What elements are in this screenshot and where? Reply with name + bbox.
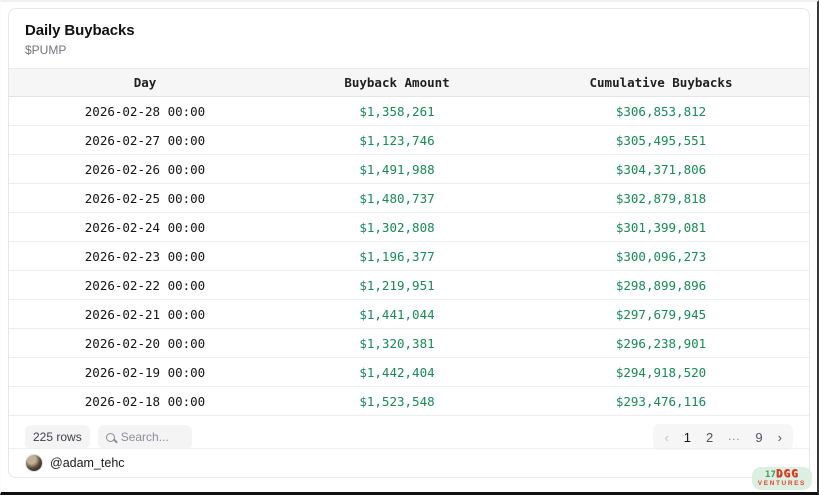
day-cell: 2026-02-21 00:00 [9, 299, 281, 329]
pagination-prev-button[interactable]: ‹ [664, 429, 669, 445]
watermark-brand: DGG [775, 466, 799, 480]
table-row: 2026-02-28 00:00 $1,358,261 $306,853,812 [9, 96, 809, 126]
search-icon [105, 432, 115, 442]
buyback-amount-cell: $1,358,261 [281, 96, 513, 126]
buyback-amount-cell: $1,523,548 [281, 386, 513, 416]
cumulative-buybacks-cell: $304,371,806 [513, 154, 809, 184]
pagination-page-9[interactable]: 9 [755, 429, 763, 445]
pagination-page-1[interactable]: 1 [683, 429, 692, 445]
token-subtitle: $PUMP [25, 43, 67, 57]
day-cell: 2026-02-19 00:00 [9, 357, 281, 387]
table-header-row: Day Buyback Amount Cumulative Buybacks [9, 68, 809, 97]
day-cell: 2026-02-22 00:00 [9, 270, 281, 300]
daily-buybacks-card: Daily Buybacks $PUMP Day Buyback Amount … [8, 8, 810, 478]
day-cell: 2026-02-27 00:00 [9, 125, 281, 155]
day-cell: 2026-02-28 00:00 [9, 96, 281, 126]
table-row: 2026-02-25 00:00 $1,480,737 $302,879,818 [9, 183, 809, 213]
day-cell: 2026-02-26 00:00 [9, 154, 281, 184]
day-cell: 2026-02-24 00:00 [9, 212, 281, 242]
pagination: ‹ 1 2 ... 9 › [653, 424, 793, 450]
buyback-amount-cell: $1,123,746 [281, 125, 513, 155]
pagination-page-2[interactable]: 2 [706, 429, 714, 445]
column-header-cumulative-buybacks: Cumulative Buybacks [513, 68, 809, 97]
watermark-brand-line: 17DGG [758, 466, 806, 480]
cumulative-buybacks-cell: $298,899,896 [513, 270, 809, 300]
author-avatar [25, 454, 43, 472]
cumulative-buybacks-cell: $294,918,520 [513, 357, 809, 387]
search-box[interactable] [97, 425, 192, 449]
card-header: Daily Buybacks $PUMP [9, 9, 809, 68]
day-cell: 2026-02-20 00:00 [9, 328, 281, 358]
table-row: 2026-02-21 00:00 $1,441,044 $297,679,945 [9, 299, 809, 329]
table-footer: 225 rows ‹ 1 2 ... 9 › [9, 416, 809, 457]
table-row: 2026-02-22 00:00 $1,219,951 $298,899,896 [9, 270, 809, 300]
pagination-next-button[interactable]: › [777, 429, 782, 445]
cumulative-buybacks-cell: $300,096,273 [513, 241, 809, 271]
page-title: Daily Buybacks [25, 22, 135, 39]
buyback-amount-cell: $1,320,381 [281, 328, 513, 358]
buyback-amount-cell: $1,442,404 [281, 357, 513, 387]
day-cell: 2026-02-18 00:00 [9, 386, 281, 416]
buybacks-table: Day Buyback Amount Cumulative Buybacks 2… [9, 68, 809, 416]
column-header-buyback-amount: Buyback Amount [281, 68, 513, 97]
table-row: 2026-02-20 00:00 $1,320,381 $296,238,901 [9, 328, 809, 358]
buyback-amount-cell: $1,302,808 [281, 212, 513, 242]
table-row: 2026-02-27 00:00 $1,123,746 $305,495,551 [9, 125, 809, 155]
table-row: 2026-02-24 00:00 $1,302,808 $301,399,081 [9, 212, 809, 242]
author-handle[interactable]: @adam_tehc [50, 456, 125, 470]
table-row: 2026-02-23 00:00 $1,196,377 $300,096,273 [9, 241, 809, 271]
search-input[interactable] [120, 430, 185, 444]
table-row: 2026-02-19 00:00 $1,442,404 $294,918,520 [9, 357, 809, 387]
buyback-amount-cell: $1,491,988 [281, 154, 513, 184]
buyback-amount-cell: $1,480,737 [281, 183, 513, 213]
buyback-amount-cell: $1,441,044 [281, 299, 513, 329]
buyback-amount-cell: $1,196,377 [281, 241, 513, 271]
watermark-label: VENTURES [757, 480, 806, 488]
cumulative-buybacks-cell: $296,238,901 [513, 328, 809, 358]
table-row: 2026-02-18 00:00 $1,523,548 $293,476,116 [9, 386, 809, 416]
day-cell: 2026-02-25 00:00 [9, 183, 281, 213]
watermark-prefix: 17 [765, 469, 776, 480]
cumulative-buybacks-cell: $301,399,081 [513, 212, 809, 242]
cumulative-buybacks-cell: $306,853,812 [513, 96, 809, 126]
day-cell: 2026-02-23 00:00 [9, 241, 281, 271]
cumulative-buybacks-cell: $305,495,551 [513, 125, 809, 155]
ventures-watermark-logo: 17DGG VENTURES [751, 466, 812, 490]
pagination-ellipsis: ... [728, 431, 741, 443]
column-header-day: Day [9, 68, 281, 97]
buyback-amount-cell: $1,219,951 [281, 270, 513, 300]
attribution-bar: @adam_tehc [9, 448, 809, 477]
table-row: 2026-02-26 00:00 $1,491,988 $304,371,806 [9, 154, 809, 184]
cumulative-buybacks-cell: $297,679,945 [513, 299, 809, 329]
cumulative-buybacks-cell: $293,476,116 [513, 386, 809, 416]
row-count-badge: 225 rows [25, 425, 90, 449]
cumulative-buybacks-cell: $302,879,818 [513, 183, 809, 213]
